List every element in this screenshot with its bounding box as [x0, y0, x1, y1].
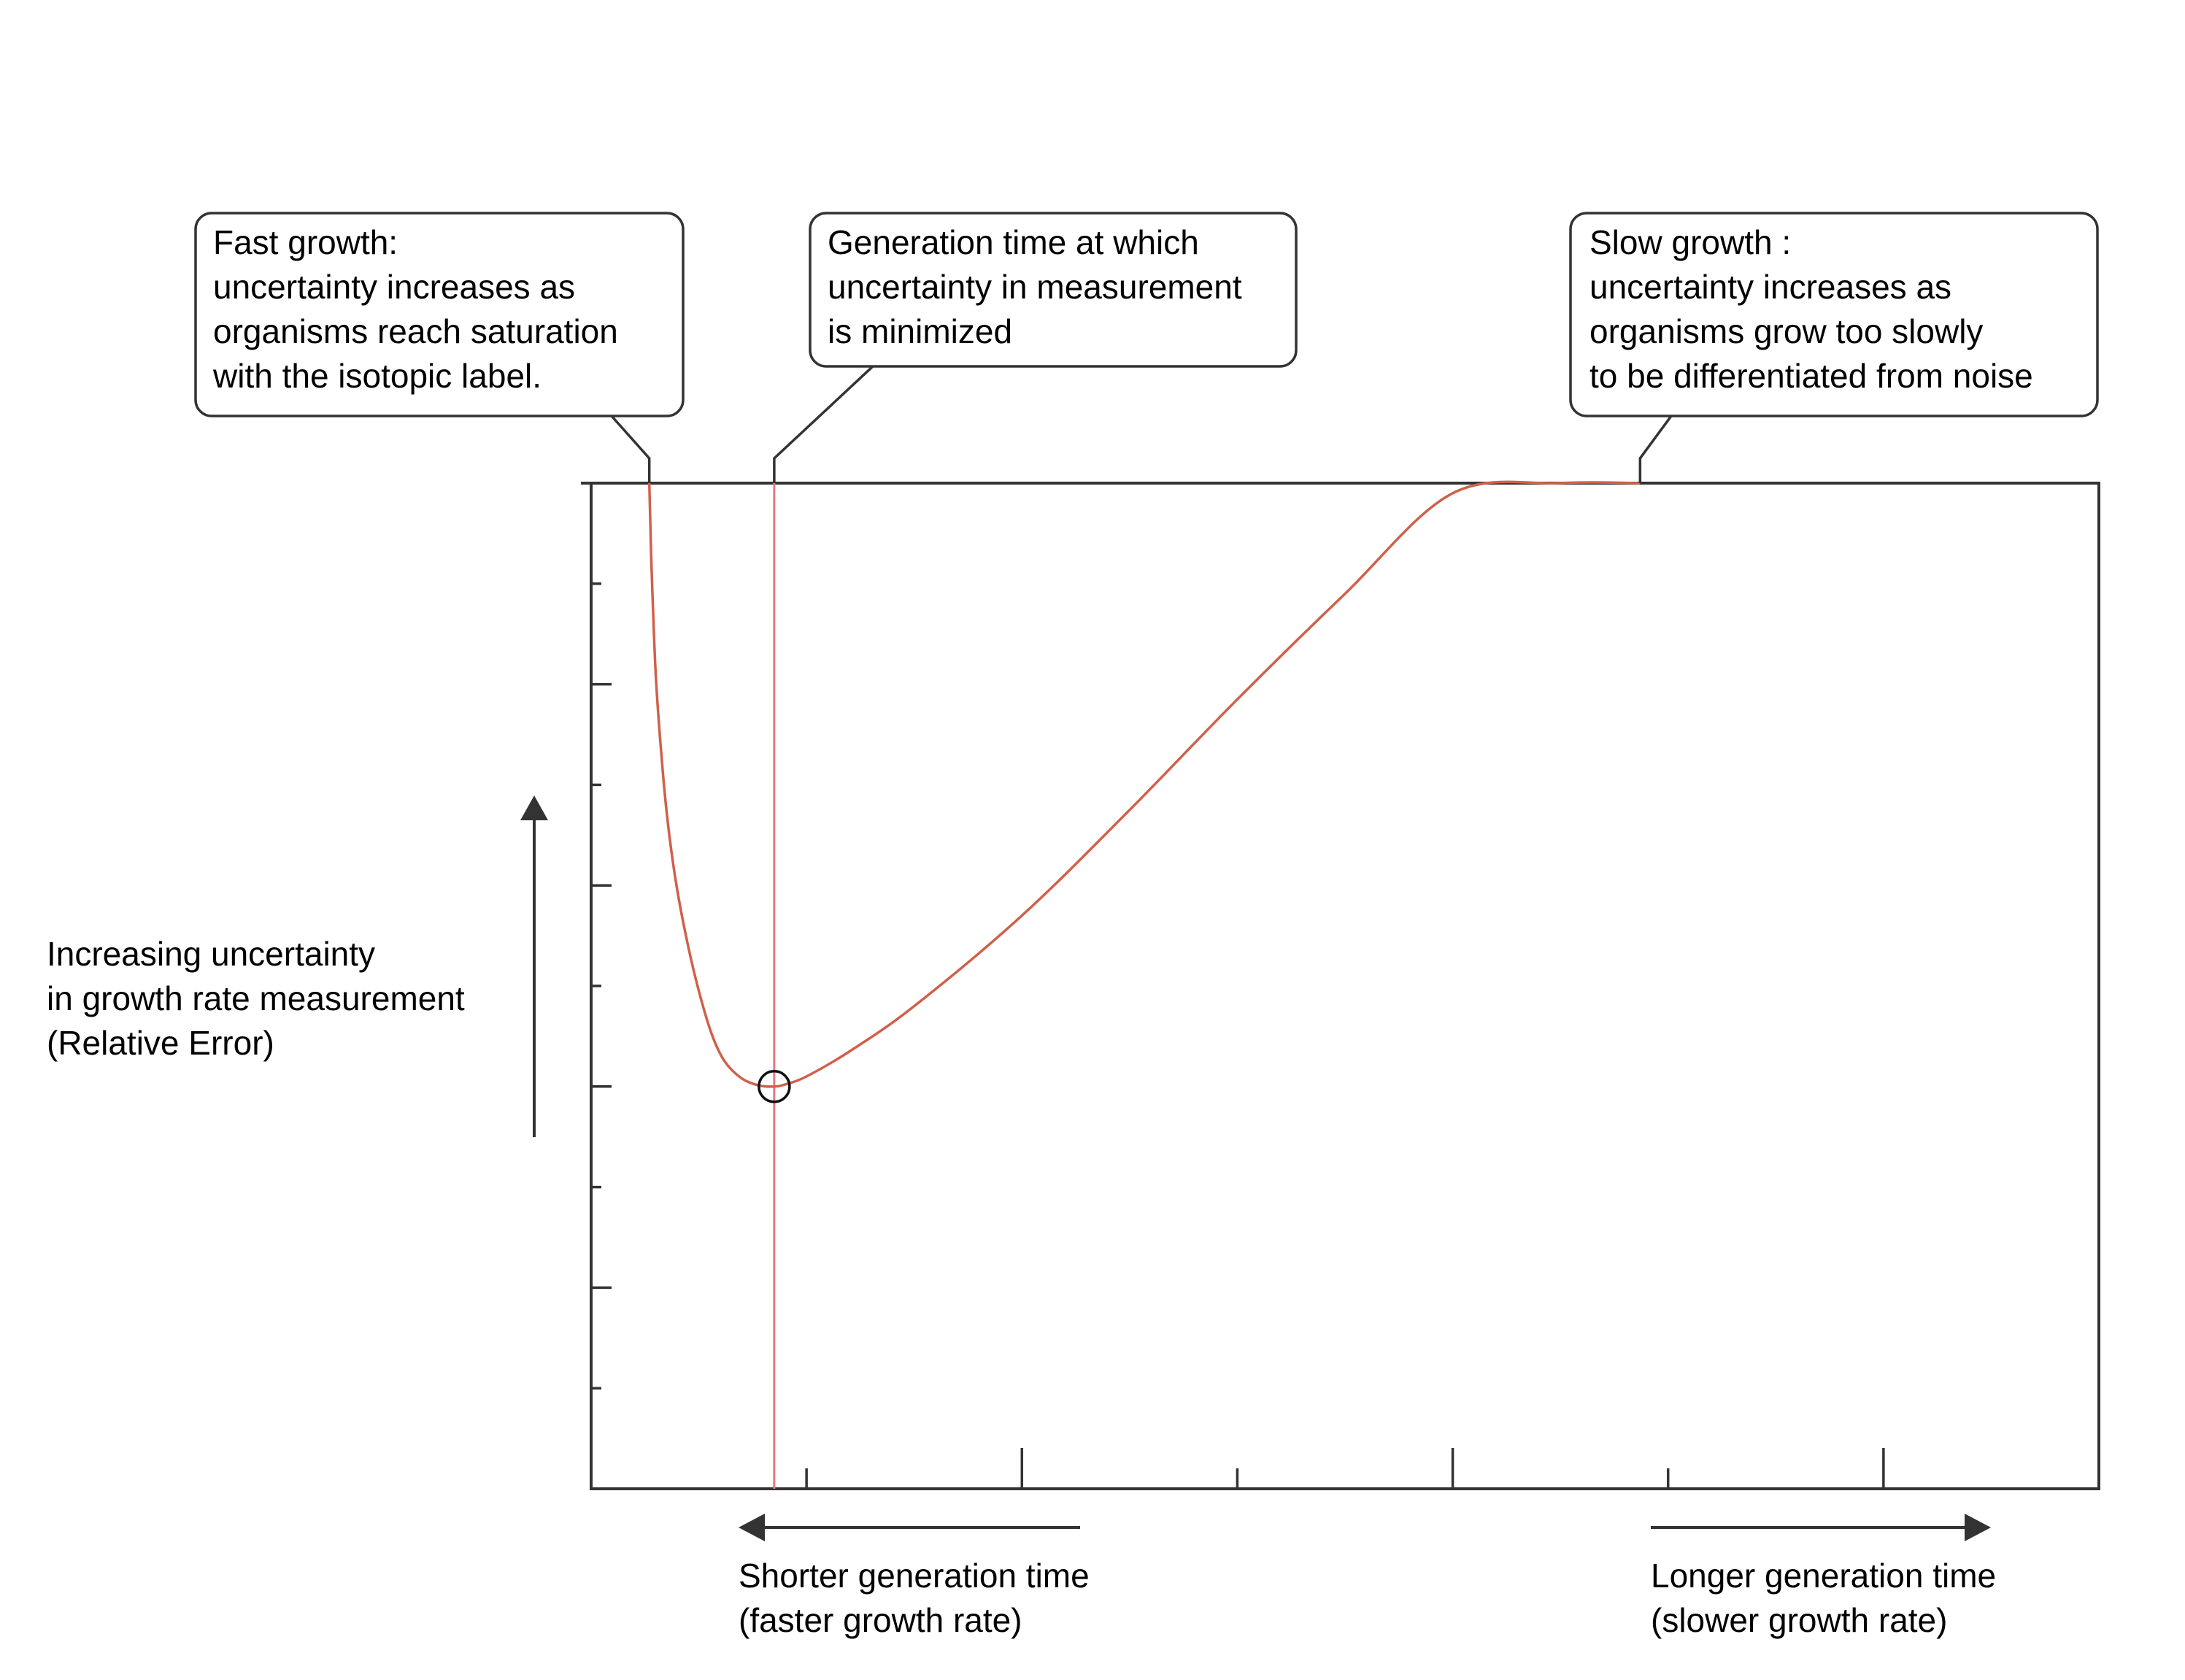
y-label-line-3: (Relative Error) — [47, 1024, 274, 1062]
callout-slow-box — [1569, 212, 2099, 417]
plot-frame — [590, 482, 2100, 1490]
callout-slow-line-3: organisms grow too slowly — [1589, 312, 1983, 350]
callout-optimum-line-3: is minimized — [828, 312, 1012, 350]
y-tick-marks — [591, 582, 612, 1390]
callout-optimum-text: Generation time at which uncertainty in … — [828, 223, 1251, 350]
callout-fast-growth: Fast growth: uncertainty increases as or… — [194, 212, 685, 417]
connector-fast — [610, 415, 651, 483]
y-axis-label: Increasing uncertainty in growth rate me… — [47, 935, 474, 1062]
right-direction-arrow — [1651, 1514, 1991, 1541]
x-tick-marks — [805, 1448, 1885, 1489]
x-left-line-1: Shorter generation time — [739, 1557, 1090, 1595]
callout-slow-line-1: Slow growth : — [1589, 223, 1791, 261]
y-label-line-2: in growth rate measurement — [47, 979, 465, 1017]
callout-fast-line-4: with the isotopic label. — [212, 357, 542, 395]
connector-optimum — [773, 365, 874, 483]
connector-slow — [1638, 415, 1673, 483]
callout-optimum-line-2: uncertainty in measurement — [828, 268, 1242, 306]
callout-fast-box — [194, 212, 685, 417]
y-label-line-1: Increasing uncertainty — [47, 935, 375, 973]
callout-slow-line-4: to be differentiated from noise — [1589, 357, 2033, 395]
y-direction-arrow — [520, 795, 548, 1137]
x-right-line-2: (slower growth rate) — [1651, 1601, 1947, 1639]
callout-slow-line-2: uncertainty increases as — [1589, 268, 1951, 306]
callout-optimum: Generation time at which uncertainty in … — [809, 212, 1298, 368]
x-right-label: Longer generation time (slower growth ra… — [1651, 1557, 2005, 1639]
callout-fast-line-3: organisms reach saturation — [213, 312, 618, 350]
callout-fast-line-1: Fast growth: — [213, 223, 398, 261]
minimum-marker — [758, 1070, 791, 1103]
x-left-line-2: (faster growth rate) — [739, 1601, 1022, 1639]
callout-slow-text: Slow growth : uncertainty increases as o… — [1589, 223, 2033, 395]
x-right-line-1: Longer generation time — [1651, 1557, 1996, 1595]
callout-fast-text: Fast growth: uncertainty increases as or… — [212, 223, 628, 395]
callout-optimum-line-1: Generation time at which — [828, 223, 1199, 261]
uncertainty-curve — [647, 480, 1641, 1088]
callout-optimum-box — [809, 212, 1298, 368]
left-direction-arrow — [739, 1514, 1080, 1541]
callout-connectors — [610, 365, 1673, 483]
callout-fast-line-2: uncertainty increases as — [213, 268, 575, 306]
callout-slow-growth: Slow growth : uncertainty increases as o… — [1569, 212, 2099, 417]
x-left-label: Shorter generation time (faster growth r… — [739, 1557, 1099, 1639]
